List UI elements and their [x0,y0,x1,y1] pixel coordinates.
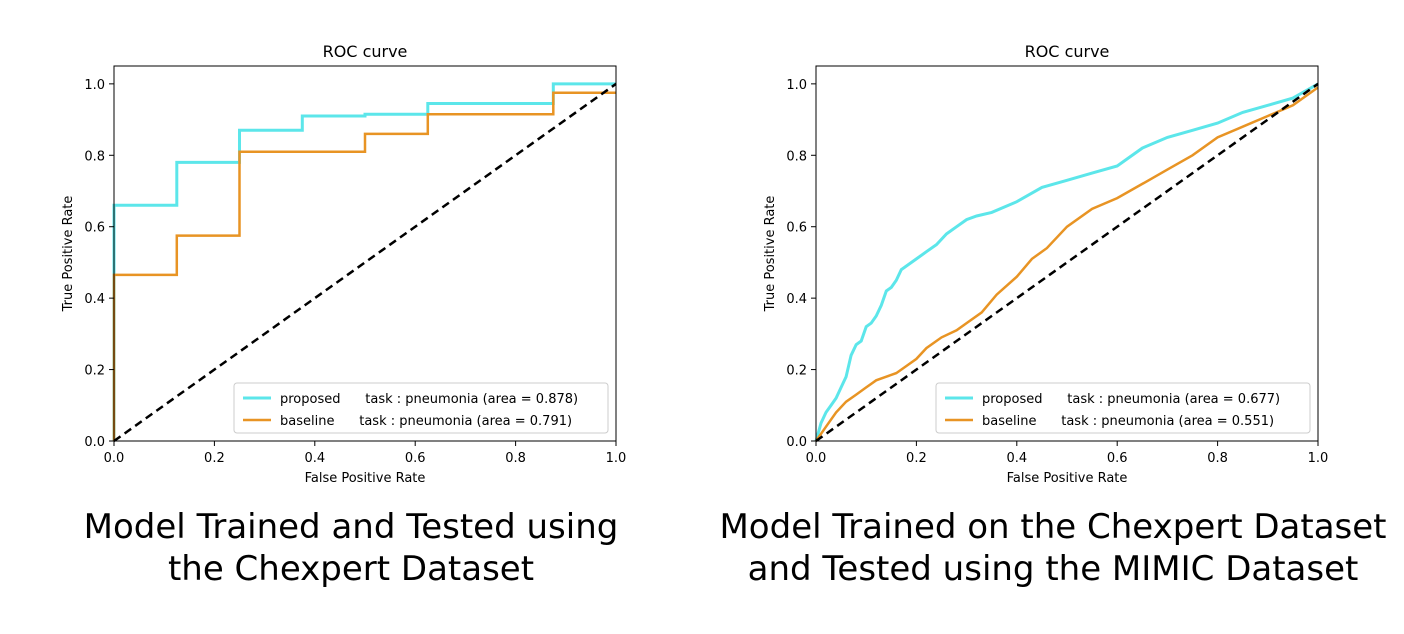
roc-chart-mimic: ROC curve 0.0 0.2 0.4 0.6 0.8 1.0 0.0 0.2 0.4 0.6 0… [763,42,1329,486]
roc-chart-chexpert: ROC curve 0.0 0.2 0.4 0.6 0.8 1.0 0.0 0.2 0.4 0.6 0… [61,42,627,486]
x-tick-label: 1.0 [606,451,627,466]
y-tick-label: 0.6 [84,221,105,236]
x-tick-label: 0.0 [806,451,827,466]
diagonal-reference-line [815,82,1319,443]
y-tick-label: 0.4 [84,292,105,307]
y-axis-label: True Positive Rate [61,196,76,313]
legend-label-baseline: baseline task : pneumonia (area = 0.791) [280,414,572,429]
x-tick-label: 0.6 [405,451,426,466]
y-tick-label: 0.2 [84,364,105,379]
series-line-baseline [814,86,1319,442]
caption-line-2: the Chexpert Dataset [167,549,535,589]
y-tick-label: 1.0 [786,78,807,93]
plot-frame [815,65,1319,442]
caption-mimic: Model Trained on the Chexpert Dataset an… [702,506,1404,590]
x-tick-label: 0.8 [505,451,526,466]
legend-label-baseline: baseline task : pneumonia (area = 0.551) [982,414,1274,429]
x-tick-label: 0.4 [304,451,325,466]
series-line-proposed [814,82,1319,442]
series-line-baseline [112,91,616,441]
chart-title: ROC curve [323,42,408,61]
series-line-proposed [112,82,616,441]
caption-line-1: Model Trained and Tested using [83,507,619,547]
legend-label-proposed: proposed task : pneumonia (area = 0.878) [280,392,578,407]
caption-line-2: and Tested using the MIMIC Dataset [747,549,1359,589]
y-tick-label: 0.8 [84,149,105,164]
diagonal-reference-line [113,82,617,443]
x-tick-label: 0.8 [1207,451,1228,466]
x-tick-label: 0.2 [906,451,927,466]
y-tick-label: 0.4 [786,292,807,307]
caption-line-1: Model Trained on the Chexpert Dataset [719,507,1387,547]
y-tick-label: 1.0 [84,78,105,93]
x-tick-label: 0.4 [1006,451,1027,466]
y-tick-label: 0.0 [84,435,105,450]
y-axis-label: True Positive Rate [763,196,778,313]
legend-box [233,382,609,434]
x-tick-label: 0.6 [1107,451,1128,466]
x-axis-label: False Positive Rate [1007,471,1128,486]
caption-chexpert: Model Trained and Tested using the Chexp… [0,506,702,590]
left-panel: ROC curve 0.0 0.2 0.4 0.6 0.8 1.0 0.0 0.2 0.4 0.6 0… [0,42,702,590]
right-panel: ROC curve 0.0 0.2 0.4 0.6 0.8 1.0 0.0 0.2 0.4 0.6 0… [702,0,1404,634]
legend-label-proposed: proposed task : pneumonia (area = 0.677) [982,392,1280,407]
x-axis-label: False Positive Rate [305,471,426,486]
plot-frame [113,65,617,442]
y-tick-label: 0.6 [786,221,807,236]
y-tick-label: 0.0 [786,435,807,450]
legend-box [935,382,1311,434]
x-tick-label: 0.0 [104,451,125,466]
x-tick-label: 0.2 [204,451,225,466]
y-tick-label: 0.2 [786,364,807,379]
chart-title: ROC curve [1025,42,1110,61]
y-tick-label: 0.8 [786,149,807,164]
x-tick-label: 1.0 [1308,451,1329,466]
